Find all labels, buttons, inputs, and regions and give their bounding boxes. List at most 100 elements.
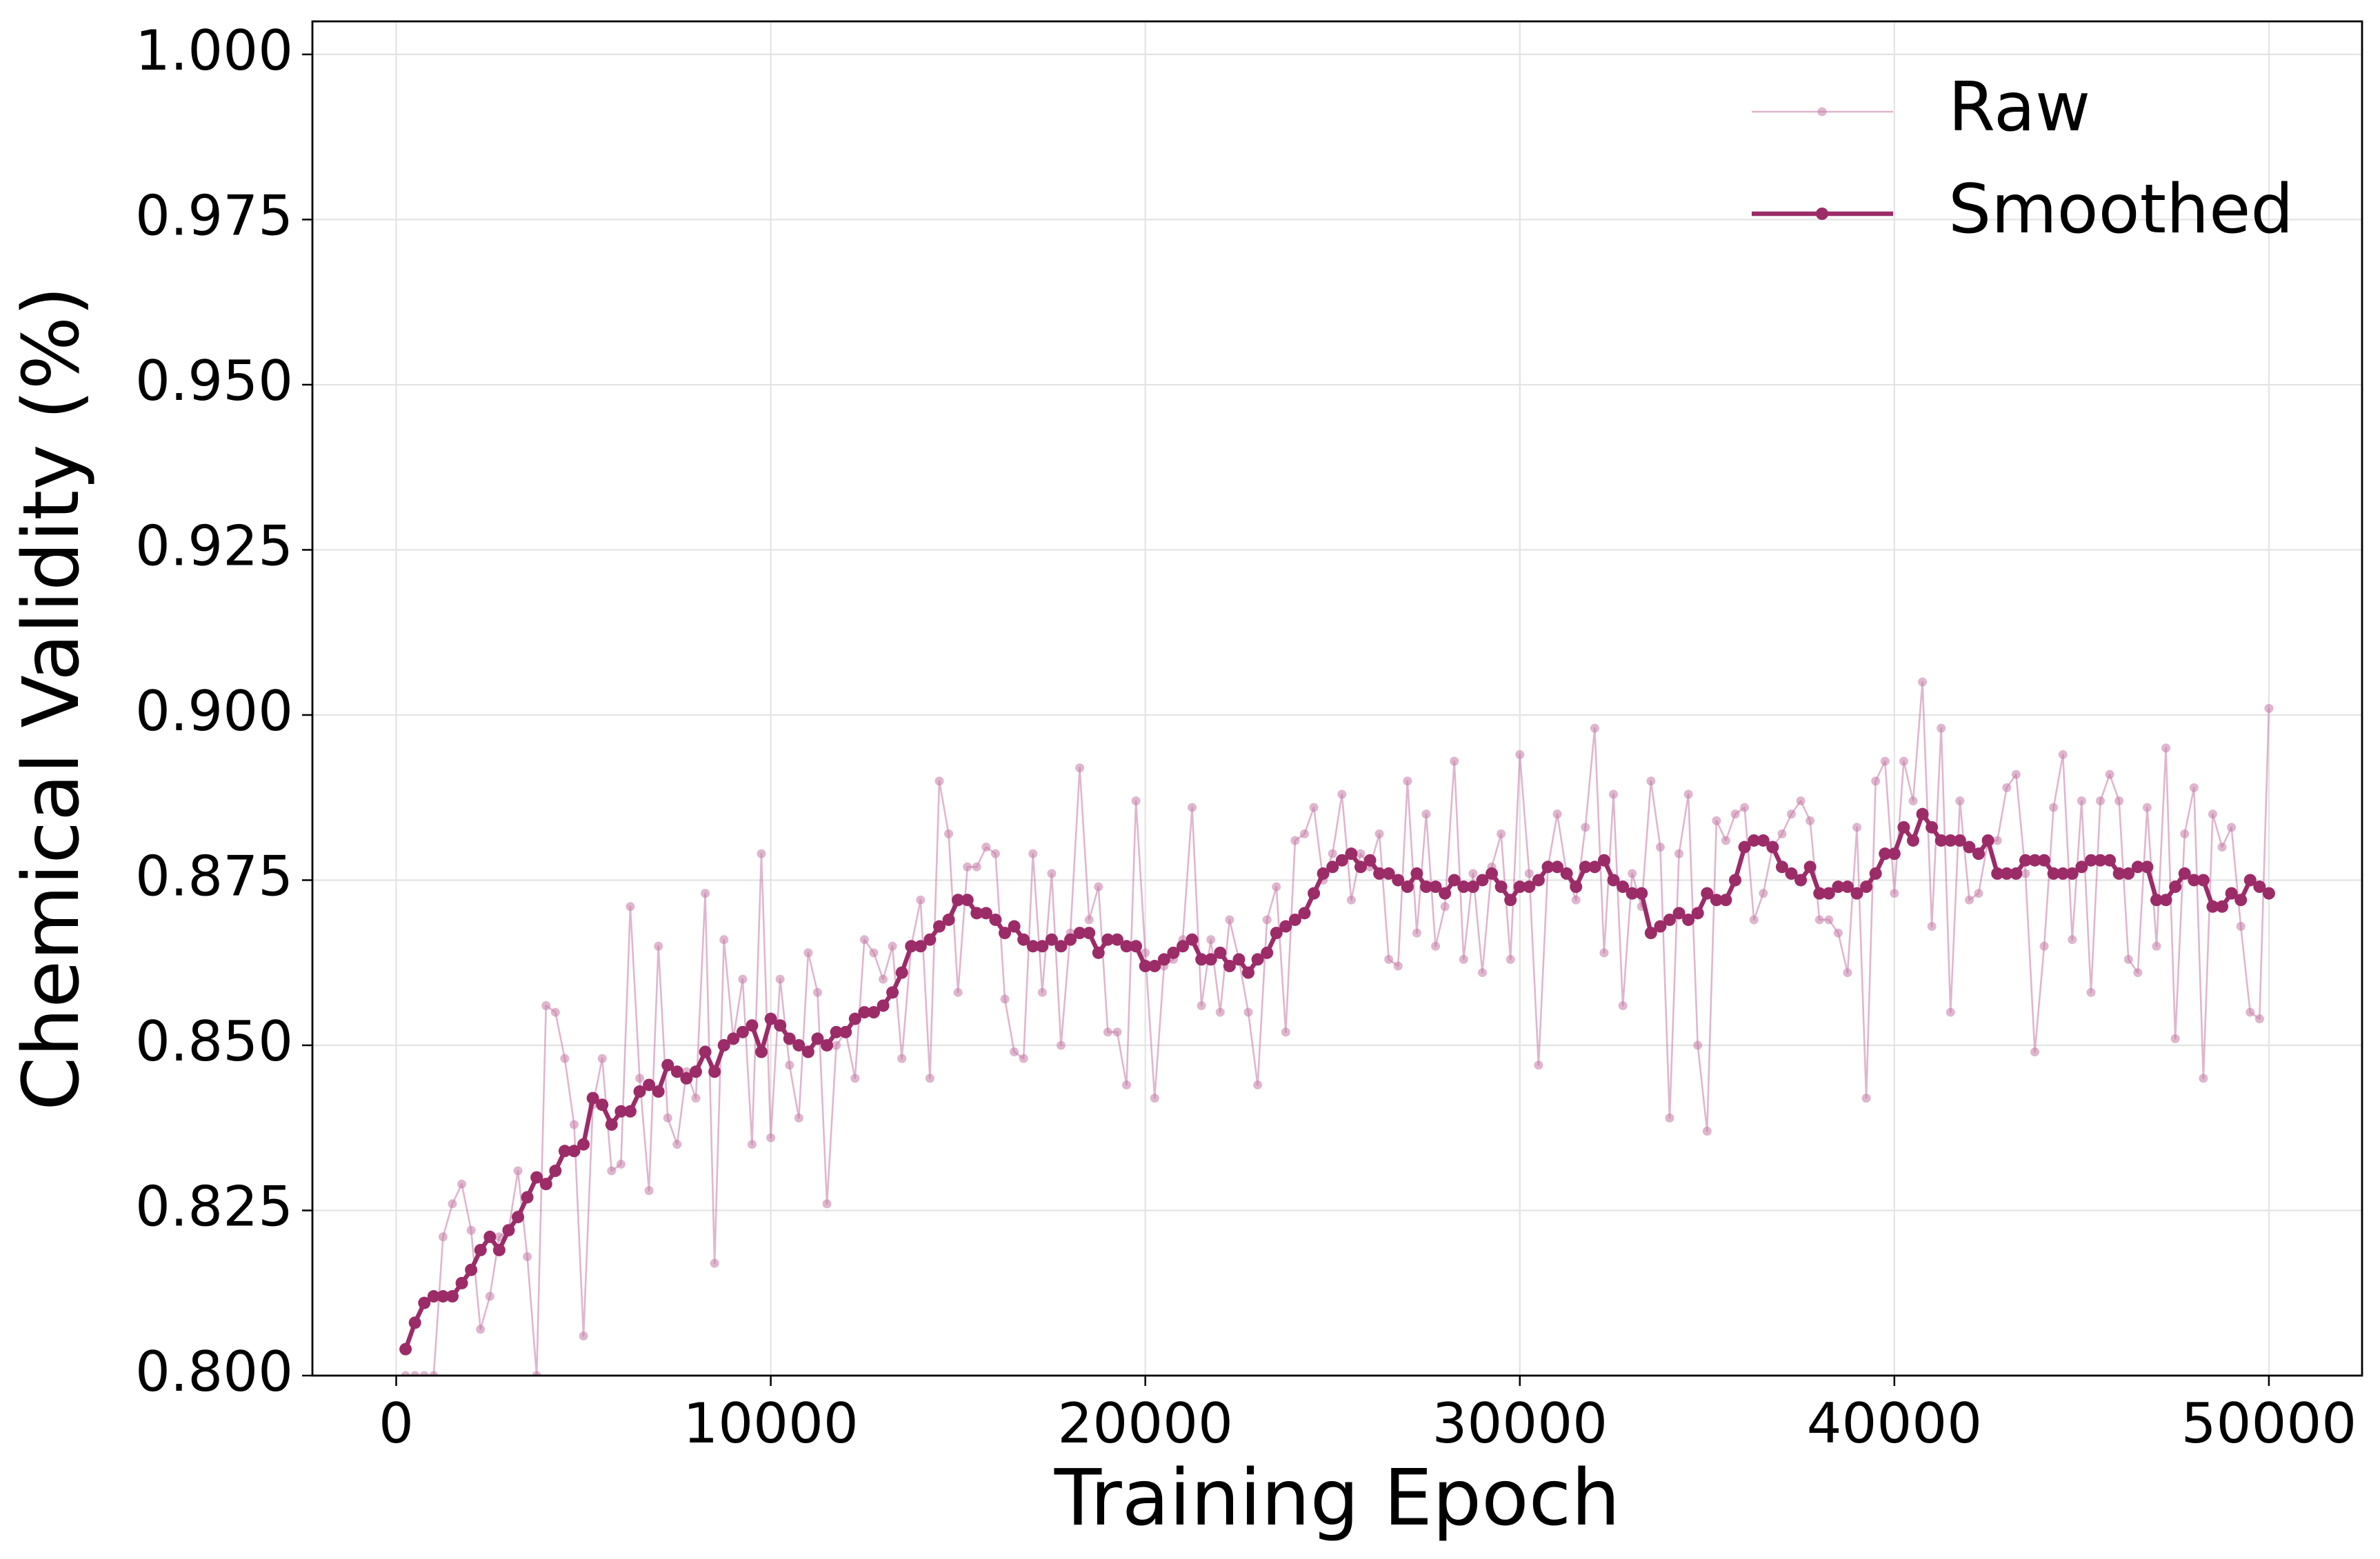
point (2180, 829, 2190, 838)
point (652, 1085, 665, 1098)
point (1335, 854, 1348, 867)
point (1579, 861, 1592, 874)
point (474, 1243, 487, 1256)
point (1326, 861, 1339, 874)
point (1963, 841, 1976, 854)
point (1850, 887, 1863, 900)
point (1186, 933, 1199, 946)
point (1748, 834, 1761, 847)
point (597, 1054, 607, 1063)
x-tick-label: 30000 (1432, 1391, 1608, 1456)
point (670, 1065, 683, 1078)
y-tick-label: 1.000 (135, 19, 293, 83)
point (2199, 1074, 2208, 1083)
point (999, 927, 1012, 940)
point (914, 940, 927, 953)
point (2021, 869, 2030, 878)
point (952, 894, 965, 907)
point (859, 935, 869, 945)
point (1626, 887, 1639, 900)
y-axis-label: Chemical Validity (%) (7, 286, 97, 1111)
point (1439, 887, 1452, 900)
point (1084, 915, 1094, 925)
point (1775, 861, 1788, 874)
point (1646, 776, 1656, 786)
point (1431, 941, 1441, 951)
legend-label: Raw (1948, 68, 2090, 147)
point (869, 948, 879, 958)
point (1916, 807, 1929, 821)
point (1899, 756, 1908, 766)
point (1401, 881, 1414, 894)
series-line (406, 681, 2270, 1376)
point (1299, 829, 1309, 838)
point (1682, 913, 1695, 926)
point (455, 1276, 468, 1289)
point (775, 974, 785, 984)
point (1879, 847, 1892, 861)
point (1270, 927, 1283, 940)
point (1337, 789, 1347, 799)
point (803, 948, 813, 958)
point (905, 940, 918, 953)
point (1243, 1007, 1253, 1017)
point (879, 974, 888, 984)
y-tick-label: 0.925 (135, 514, 293, 578)
x-tick-label: 0 (379, 1391, 414, 1456)
point (1534, 1060, 1543, 1070)
point (942, 913, 955, 926)
point (1599, 948, 1609, 958)
point (1094, 882, 1103, 892)
point (1663, 913, 1676, 926)
point (2178, 867, 2191, 880)
point (1953, 834, 1966, 847)
point (427, 1290, 440, 1303)
point (1497, 829, 1506, 838)
point (1393, 961, 1403, 971)
point (448, 1199, 457, 1209)
point (1785, 867, 1798, 880)
point (2227, 823, 2237, 832)
point (1309, 803, 1319, 812)
point (886, 986, 899, 999)
point (1204, 953, 1217, 966)
point (1777, 829, 1787, 838)
point (2112, 867, 2126, 880)
y-tick-label: 0.975 (135, 183, 293, 248)
point (1346, 895, 1356, 905)
point (1026, 940, 1039, 953)
point (1476, 874, 1489, 887)
point (923, 933, 937, 946)
point (1861, 1094, 1871, 1103)
point (1590, 723, 1599, 733)
point (512, 1211, 525, 1224)
point (1551, 861, 1564, 874)
point (2188, 874, 2201, 887)
point (2019, 854, 2032, 867)
point (1992, 836, 2002, 845)
point (2066, 867, 2079, 880)
point (691, 1094, 701, 1103)
point (925, 1074, 934, 1083)
point (1974, 889, 1983, 898)
x-tick-label: 20000 (1057, 1391, 1233, 1456)
x-tick-label: 10000 (683, 1391, 859, 1456)
point (1766, 841, 1779, 854)
point (2161, 743, 2171, 753)
point (1523, 881, 1536, 894)
point (1803, 861, 1817, 874)
point (2039, 941, 2049, 951)
point (738, 974, 748, 984)
point (635, 1074, 645, 1083)
point (755, 1045, 768, 1058)
point (1964, 895, 1974, 905)
point (1459, 954, 1468, 964)
point (1702, 1127, 1712, 1136)
point (1101, 933, 1114, 946)
y-tick-label: 0.825 (135, 1174, 293, 1238)
point (830, 1025, 843, 1038)
point (1759, 889, 1768, 898)
y-tick-label: 0.950 (135, 349, 293, 413)
point (1654, 920, 1667, 933)
